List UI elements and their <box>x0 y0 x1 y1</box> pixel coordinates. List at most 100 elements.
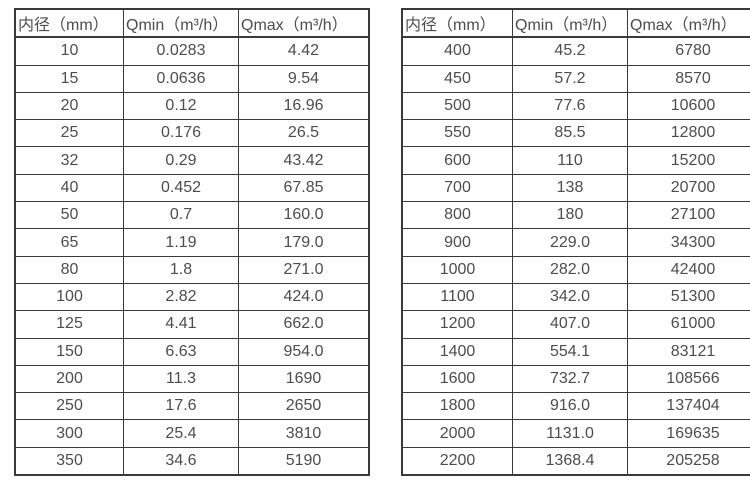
table-cell: 50 <box>14 201 124 230</box>
table-cell: 83121 <box>627 337 750 366</box>
table-cell: 407.0 <box>512 310 628 339</box>
table-cell: 0.452 <box>123 173 239 203</box>
table-row: 350 34.6 5190 <box>14 446 370 476</box>
table-row: 550 85.5 12800 <box>401 119 750 148</box>
table-row: 800 180 27100 <box>401 201 750 230</box>
table-row: 20 0.12 16.96 <box>14 91 370 121</box>
table-cell: 554.1 <box>512 337 628 366</box>
column-header-qmax: Qmax（m³/h） <box>627 8 750 39</box>
column-header-qmin: Qmin（m³/h） <box>512 8 628 39</box>
table-cell: 1131.0 <box>512 419 628 448</box>
table-cell: 282.0 <box>512 255 628 284</box>
table-cell: 450 <box>401 64 513 93</box>
table-row: 32 0.29 43.42 <box>14 146 370 175</box>
table-cell: 1690 <box>238 364 370 394</box>
table-cell: 32 <box>14 146 124 175</box>
table-body: 10 0.0283 4.42 15 0.0636 9.54 20 0.12 16.96 25 0.1… <box>14 36 370 476</box>
table-cell: 600 <box>401 146 513 175</box>
table-cell: 26.5 <box>238 119 370 148</box>
table-cell: 0.29 <box>123 146 239 175</box>
table-cell: 45.2 <box>512 36 628 66</box>
table-row: 40 0.452 67.85 <box>14 173 370 203</box>
table-row: 50 0.7 160.0 <box>14 201 370 230</box>
table-cell: 43.42 <box>238 146 370 175</box>
table-row: 500 77.6 10600 <box>401 91 750 121</box>
table-cell: 80 <box>14 255 124 284</box>
table-cell: 900 <box>401 228 513 257</box>
table-cell: 108566 <box>627 364 750 394</box>
column-header-qmin: Qmin（m³/h） <box>123 8 239 39</box>
table-cell: 27100 <box>627 201 750 230</box>
table-row: 1100 342.0 51300 <box>401 282 750 312</box>
table-row: 150 6.63 954.0 <box>14 337 370 366</box>
table-row: 400 45.2 6780 <box>401 36 750 66</box>
table-cell: 8570 <box>627 64 750 93</box>
table-cell: 1800 <box>401 392 513 421</box>
table-cell: 12800 <box>627 119 750 148</box>
table-cell: 34300 <box>627 228 750 257</box>
table-cell: 1368.4 <box>512 446 628 476</box>
table-cell: 20 <box>14 91 124 121</box>
table-cell: 4.42 <box>238 36 370 66</box>
table-row: 1600 732.7 108566 <box>401 364 750 394</box>
table-cell: 916.0 <box>512 392 628 421</box>
table-row: 65 1.19 179.0 <box>14 228 370 257</box>
table-row: 15 0.0636 9.54 <box>14 64 370 93</box>
table-cell: 6780 <box>627 36 750 66</box>
table-cell: 138 <box>512 173 628 203</box>
table-cell: 42400 <box>627 255 750 284</box>
table-cell: 65 <box>14 228 124 257</box>
table-cell: 205258 <box>627 446 750 476</box>
table-cell: 67.85 <box>238 173 370 203</box>
table-row: 1400 554.1 83121 <box>401 337 750 366</box>
table-cell: 100 <box>14 282 124 312</box>
table-cell: 250 <box>14 392 124 421</box>
table-cell: 137404 <box>627 392 750 421</box>
table-cell: 800 <box>401 201 513 230</box>
table-row: 300 25.4 3810 <box>14 419 370 448</box>
table-cell: 16.96 <box>238 91 370 121</box>
table-cell: 77.6 <box>512 91 628 121</box>
table-cell: 10600 <box>627 91 750 121</box>
table-cell: 0.0283 <box>123 36 239 66</box>
table-cell: 25.4 <box>123 419 239 448</box>
table-cell: 954.0 <box>238 337 370 366</box>
table-cell: 1100 <box>401 282 513 312</box>
table-cell: 300 <box>14 419 124 448</box>
table-cell: 6.63 <box>123 337 239 366</box>
column-header-diameter: 内径（mm） <box>14 8 124 39</box>
table-cell: 85.5 <box>512 119 628 148</box>
table-body: 400 45.2 6780 450 57.2 8570 500 77.6 10600 550 85.… <box>401 36 750 476</box>
table-cell: 0.12 <box>123 91 239 121</box>
table-row: 1800 916.0 137404 <box>401 392 750 421</box>
table-cell: 2.82 <box>123 282 239 312</box>
table-cell: 2200 <box>401 446 513 476</box>
table-cell: 3810 <box>238 419 370 448</box>
table-row: 2000 1131.0 169635 <box>401 419 750 448</box>
table-cell: 424.0 <box>238 282 370 312</box>
table-cell: 125 <box>14 310 124 339</box>
header-row: 内径（mm） Qmin（m³/h） Qmax（m³/h） <box>14 8 370 39</box>
table-cell: 20700 <box>627 173 750 203</box>
table-cell: 9.54 <box>238 64 370 93</box>
table-header: 内径（mm） Qmin（m³/h） Qmax（m³/h） <box>14 8 370 39</box>
table-cell: 200 <box>14 364 124 394</box>
table-row: 80 1.8 271.0 <box>14 255 370 284</box>
table-cell: 1000 <box>401 255 513 284</box>
table-cell: 57.2 <box>512 64 628 93</box>
table-cell: 400 <box>401 36 513 66</box>
table-row: 250 17.6 2650 <box>14 392 370 421</box>
table-row: 600 110 15200 <box>401 146 750 175</box>
table-cell: 1.19 <box>123 228 239 257</box>
table-cell: 61000 <box>627 310 750 339</box>
table-cell: 25 <box>14 119 124 148</box>
table-cell: 5190 <box>238 446 370 476</box>
table-cell: 51300 <box>627 282 750 312</box>
table-header: 内径（mm） Qmin（m³/h） Qmax（m³/h） <box>401 8 750 39</box>
column-header-qmax: Qmax（m³/h） <box>238 8 370 39</box>
table-row: 700 138 20700 <box>401 173 750 203</box>
header-row: 内径（mm） Qmin（m³/h） Qmax（m³/h） <box>401 8 750 39</box>
table-cell: 0.7 <box>123 201 239 230</box>
table-cell: 40 <box>14 173 124 203</box>
